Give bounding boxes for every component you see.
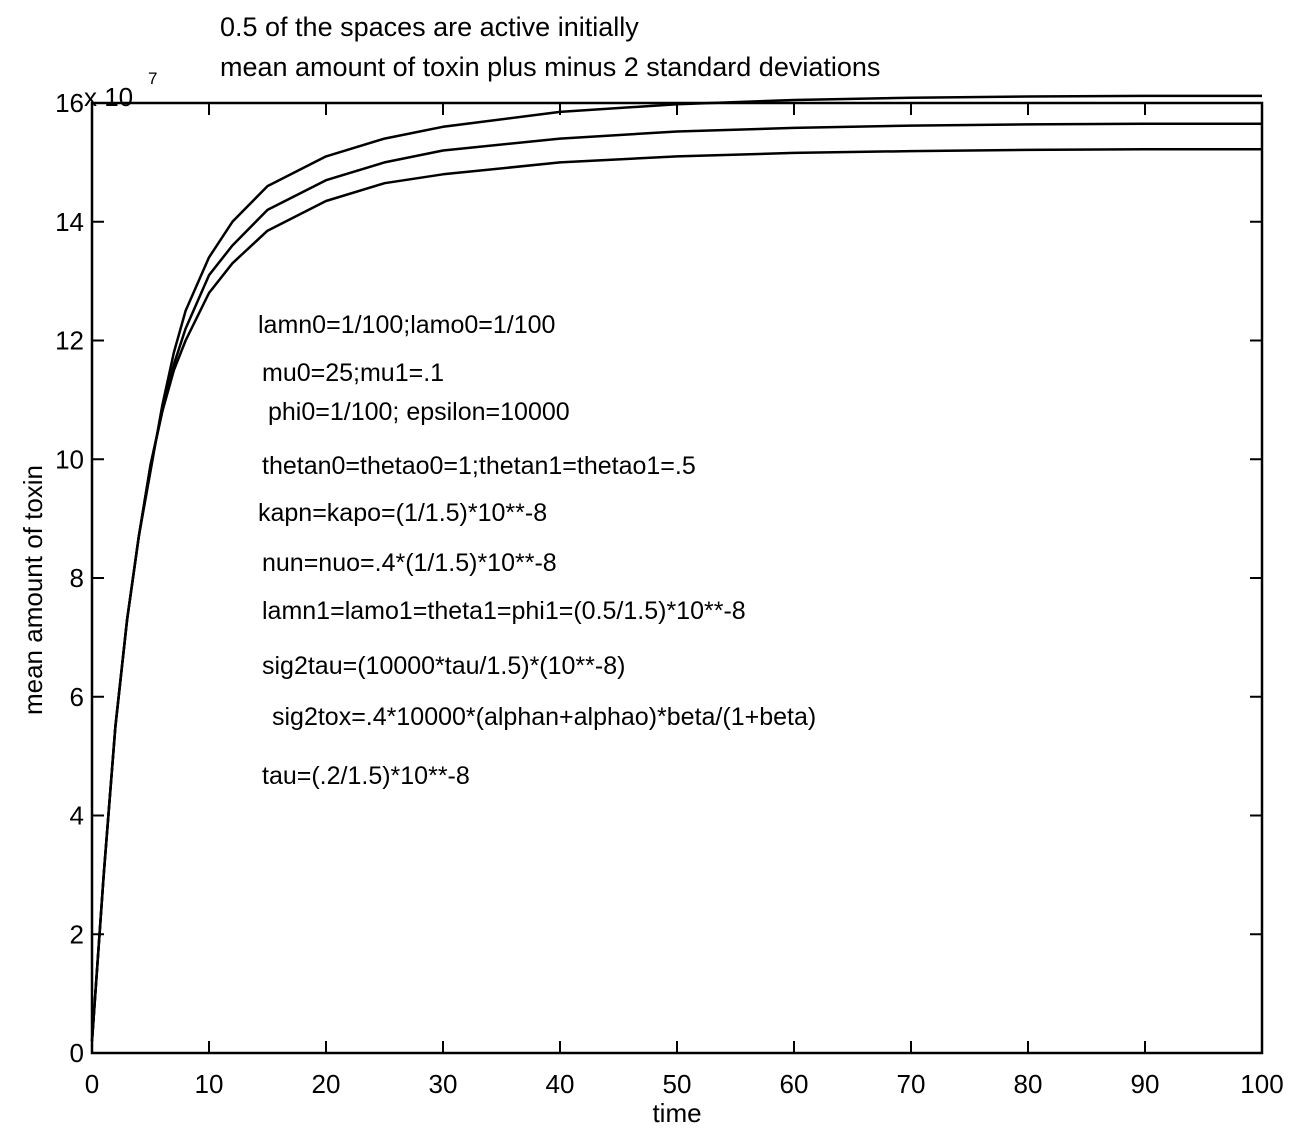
x-tick-label: 60 — [780, 1069, 809, 1099]
y-tick-label: 4 — [70, 801, 84, 831]
parameter-annotations: lamn0=1/100;lamo0=1/100 mu0=25;mu1=.1 phi0… — [258, 311, 816, 790]
annotation-line: lamn0=1/100;lamo0=1/100 — [258, 311, 555, 339]
annotation-line: sig2tox=.4*10000*(alphan+alphao)*beta/(1… — [272, 703, 816, 731]
x-axis-ticks: 0 10 20 30 40 50 60 70 80 90 100 — [85, 103, 1284, 1099]
y-axis-label: mean amount of toxin — [18, 465, 48, 715]
annotation-line: sig2tau=(10000*tau/1.5)*(10**-8) — [262, 652, 625, 680]
y-tick-label: 0 — [70, 1038, 84, 1068]
x-tick-label: 40 — [546, 1069, 575, 1099]
x-tick-label: 90 — [1131, 1069, 1160, 1099]
x-tick-label: 80 — [1014, 1069, 1043, 1099]
x-axis-label: time — [652, 1098, 701, 1128]
annotation-line: tau=(.2/1.5)*10**-8 — [262, 762, 470, 790]
chart-title: 0.5 of the spaces are active initially — [220, 12, 639, 42]
annotation-line: mu0=25;mu1=.1 — [262, 359, 444, 387]
y-tick-label: 14 — [55, 207, 84, 237]
x-tick-label: 100 — [1240, 1069, 1283, 1099]
y-tick-label: 12 — [55, 326, 84, 356]
y-tick-label: 10 — [55, 444, 84, 474]
y-tick-label: 16 — [55, 88, 84, 118]
series-line-2 — [90, 122, 1262, 1042]
x-tick-label: 0 — [85, 1069, 99, 1099]
series-lines — [90, 94, 1262, 1042]
x-tick-label: 20 — [312, 1069, 341, 1099]
annotation-line: phi0=1/100; epsilon=10000 — [268, 398, 570, 426]
annotation-line: kapn=kapo=(1/1.5)*10**-8 — [258, 499, 547, 527]
plot-frame — [90, 101, 1264, 1055]
x-tick-label: 70 — [897, 1069, 926, 1099]
annotation-line: thetan0=thetao0=1;thetan1=thetao1=.5 — [262, 452, 696, 480]
x-tick-label: 50 — [663, 1069, 692, 1099]
x-tick-label: 10 — [195, 1069, 224, 1099]
annotation-line: lamn1=lamo1=theta1=phi1=(0.5/1.5)*10**-8 — [262, 597, 746, 625]
y-tick-label: 8 — [70, 563, 84, 593]
y-tick-label: 6 — [70, 682, 84, 712]
series-line-3 — [90, 148, 1262, 1042]
chart-subtitle: mean amount of toxin plus minus 2 standa… — [220, 52, 880, 82]
annotation-line: nun=nuo=.4*(1/1.5)*10**-8 — [262, 549, 557, 577]
y-multiplier-exponent: 7 — [148, 69, 157, 88]
x-tick-label: 30 — [429, 1069, 458, 1099]
y-axis-ticks: 0 2 4 6 8 10 12 14 16 — [55, 88, 1262, 1068]
y-tick-label: 2 — [70, 919, 84, 949]
